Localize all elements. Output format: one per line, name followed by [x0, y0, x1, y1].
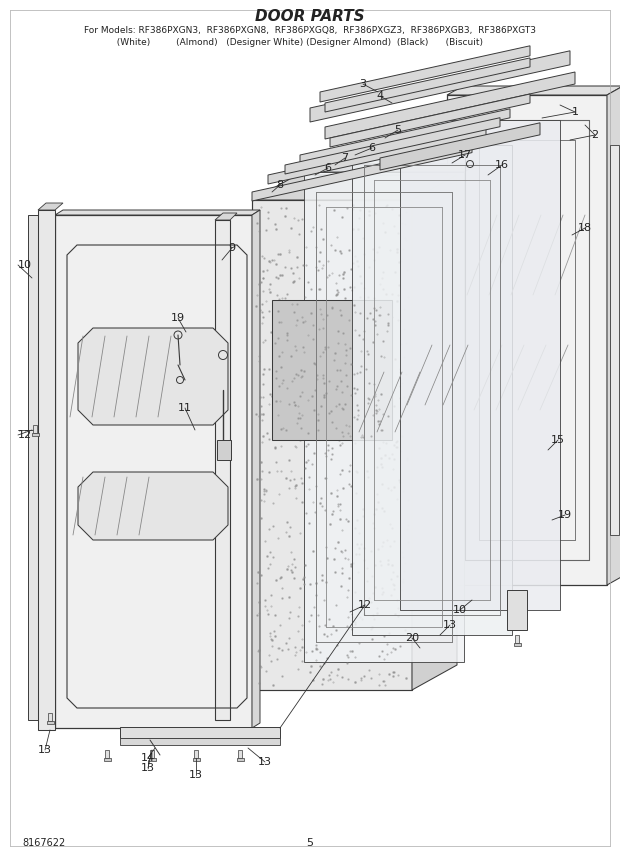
Polygon shape: [447, 86, 620, 95]
Text: 8: 8: [277, 180, 283, 190]
Text: 17: 17: [458, 150, 472, 160]
Text: 15: 15: [551, 435, 565, 445]
Text: 13: 13: [141, 763, 155, 773]
Polygon shape: [78, 328, 228, 425]
Text: 13: 13: [258, 757, 272, 767]
Polygon shape: [252, 200, 412, 690]
Text: 10: 10: [453, 605, 467, 615]
Text: For Models: RF386PXGN3,  RF386PXGN8,  RF386PXGQ8,  RF386PXGZ3,  RF386PXGB3,  RF3: For Models: RF386PXGN3, RF386PXGN8, RF38…: [84, 26, 536, 34]
Text: 13: 13: [38, 745, 52, 755]
Polygon shape: [252, 175, 457, 200]
Polygon shape: [55, 210, 260, 215]
Text: 19: 19: [171, 313, 185, 323]
Polygon shape: [48, 713, 52, 721]
Text: 16: 16: [495, 160, 509, 170]
Polygon shape: [513, 643, 521, 646]
Text: 18: 18: [578, 223, 592, 233]
Text: 12: 12: [358, 600, 372, 610]
Polygon shape: [120, 738, 280, 745]
Polygon shape: [400, 120, 560, 610]
Text: 5: 5: [306, 838, 314, 848]
Polygon shape: [285, 118, 500, 174]
Polygon shape: [194, 750, 198, 758]
Polygon shape: [215, 220, 230, 720]
Polygon shape: [272, 300, 392, 440]
Polygon shape: [320, 46, 530, 102]
Text: 4: 4: [376, 91, 384, 101]
Polygon shape: [46, 721, 53, 724]
Polygon shape: [330, 94, 530, 147]
Text: 13: 13: [189, 770, 203, 780]
Text: 19: 19: [558, 510, 572, 520]
Text: 12: 12: [18, 430, 32, 440]
Polygon shape: [380, 122, 540, 170]
Polygon shape: [304, 164, 478, 172]
Polygon shape: [78, 472, 228, 540]
Text: 3: 3: [360, 79, 366, 89]
Text: 11: 11: [178, 403, 192, 413]
Polygon shape: [104, 758, 110, 761]
Polygon shape: [120, 727, 280, 738]
Polygon shape: [150, 750, 154, 758]
Text: 9: 9: [228, 243, 236, 253]
Polygon shape: [236, 758, 244, 761]
Polygon shape: [252, 210, 260, 728]
Polygon shape: [38, 210, 55, 730]
Text: 10: 10: [18, 260, 32, 270]
Polygon shape: [412, 175, 457, 690]
Text: 6: 6: [368, 143, 376, 153]
Polygon shape: [447, 95, 607, 585]
Text: 5: 5: [394, 125, 402, 135]
Text: DOOR PARTS: DOOR PARTS: [255, 9, 365, 23]
Text: 6: 6: [324, 163, 332, 173]
Text: 14: 14: [141, 753, 155, 763]
Polygon shape: [192, 758, 200, 761]
Text: 1: 1: [572, 107, 578, 117]
Text: 7: 7: [342, 153, 348, 163]
Polygon shape: [352, 145, 512, 635]
Polygon shape: [507, 590, 527, 630]
Polygon shape: [28, 215, 40, 720]
Polygon shape: [610, 145, 619, 535]
Polygon shape: [268, 127, 486, 184]
Polygon shape: [515, 635, 519, 643]
Text: 8167622: 8167622: [22, 838, 65, 848]
Polygon shape: [38, 203, 63, 210]
Polygon shape: [325, 72, 575, 139]
Polygon shape: [149, 758, 156, 761]
Text: 20: 20: [405, 633, 419, 643]
Text: eReplacementParts.com: eReplacementParts.com: [242, 465, 378, 475]
Polygon shape: [300, 109, 510, 164]
Polygon shape: [304, 172, 464, 662]
Polygon shape: [252, 144, 472, 201]
Polygon shape: [215, 213, 237, 220]
Text: (White)         (Almond)   (Designer White) (Designer Almond)  (Black)      (Bis: (White) (Almond) (Designer White) (Desig…: [87, 38, 482, 46]
Polygon shape: [607, 86, 620, 585]
Text: 13: 13: [443, 620, 457, 630]
Polygon shape: [32, 433, 38, 436]
Polygon shape: [238, 750, 242, 758]
Polygon shape: [105, 750, 109, 758]
Polygon shape: [217, 440, 231, 460]
Polygon shape: [310, 51, 570, 122]
Polygon shape: [33, 425, 37, 433]
Text: 2: 2: [591, 130, 598, 140]
Polygon shape: [325, 58, 530, 112]
Polygon shape: [55, 215, 252, 728]
